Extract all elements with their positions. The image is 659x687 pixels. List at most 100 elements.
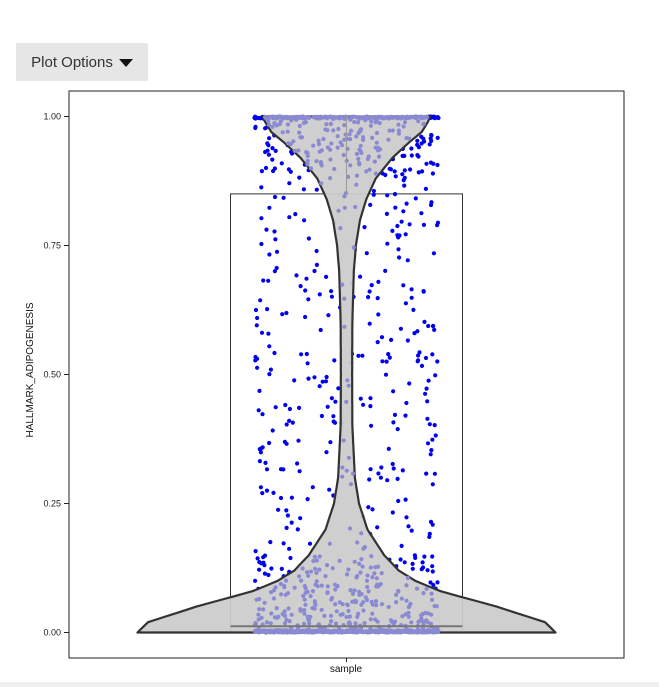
data-point: [376, 279, 381, 284]
data-point: [373, 120, 378, 125]
data-point: [316, 138, 321, 143]
data-point: [370, 135, 375, 140]
data-point: [403, 497, 408, 502]
data-point: [300, 114, 305, 119]
data-point: [367, 167, 372, 172]
data-point: [286, 606, 291, 611]
data-point: [372, 115, 377, 121]
data-point: [325, 590, 330, 595]
data-point: [431, 582, 436, 588]
data-point: [325, 584, 330, 589]
data-point: [368, 565, 373, 570]
data-point: [254, 323, 259, 328]
data-point: [259, 446, 264, 451]
data-point: [435, 223, 440, 228]
data-point: [253, 620, 258, 626]
data-point: [370, 611, 375, 616]
data-point: [366, 505, 371, 510]
data-point: [428, 160, 434, 165]
plot-options-button[interactable]: Plot Options: [16, 43, 148, 81]
data-point: [338, 612, 343, 617]
data-point: [329, 597, 334, 602]
data-point: [396, 247, 401, 252]
data-point: [301, 120, 306, 126]
data-point: [336, 208, 341, 213]
data-point: [358, 396, 363, 401]
data-point: [409, 146, 414, 151]
data-point: [379, 602, 385, 607]
data-point: [288, 555, 293, 561]
data-point: [317, 292, 322, 297]
data-point: [305, 158, 310, 163]
data-point: [401, 283, 406, 288]
data-point: [400, 614, 405, 619]
data-point: [424, 161, 429, 166]
data-point: [342, 123, 347, 128]
data-point: [271, 168, 276, 174]
data-point: [280, 130, 285, 135]
data-point: [274, 249, 280, 254]
data-point: [379, 465, 384, 470]
data-point: [401, 124, 406, 129]
data-point: [258, 450, 263, 455]
data-point: [340, 602, 345, 607]
data-point: [255, 315, 260, 321]
data-point: [370, 575, 375, 580]
data-point: [370, 602, 375, 607]
data-point: [435, 359, 440, 364]
data-point: [313, 602, 318, 608]
violin-shape: [136, 115, 557, 634]
data-point: [357, 162, 362, 167]
data-point: [342, 324, 347, 329]
data-point: [278, 119, 283, 124]
data-point: [390, 461, 395, 467]
data-point: [285, 122, 290, 127]
data-point: [330, 566, 335, 571]
data-point: [409, 295, 414, 300]
data-point: [257, 459, 262, 464]
data-point: [266, 572, 271, 578]
data-point: [255, 556, 260, 561]
data-point: [285, 513, 290, 518]
data-point: [377, 583, 382, 588]
data-point: [357, 116, 362, 121]
data-point: [319, 181, 324, 186]
data-point: [410, 561, 415, 567]
data-point: [294, 273, 299, 278]
data-point: [257, 567, 262, 572]
data-point: [340, 465, 345, 470]
data-point: [395, 476, 400, 481]
data-point: [272, 229, 277, 234]
data-point: [304, 628, 309, 633]
data-point: [278, 581, 283, 587]
data-point: [340, 630, 345, 635]
data-point: [382, 116, 387, 121]
data-point: [258, 298, 263, 303]
data-point: [314, 187, 319, 192]
data-point: [310, 485, 315, 490]
data-point: [301, 593, 306, 599]
data-point: [304, 276, 309, 281]
data-point: [431, 324, 436, 329]
data-point: [328, 157, 333, 162]
data-point: [410, 566, 415, 571]
data-point: [426, 378, 431, 383]
data-point: [430, 482, 435, 487]
data-point: [364, 629, 369, 635]
data-point: [419, 613, 424, 618]
data-point: [361, 546, 366, 551]
data-point: [404, 598, 409, 603]
data-point: [352, 598, 357, 604]
data-point: [356, 353, 361, 358]
data-point: [344, 614, 349, 620]
data-point: [361, 137, 366, 142]
data-point: [366, 589, 371, 594]
data-point: [314, 570, 319, 576]
data-point: [305, 497, 310, 502]
data-point: [284, 310, 289, 316]
data-point: [336, 126, 341, 132]
data-point: [342, 205, 347, 210]
data-point: [288, 629, 293, 634]
data-point: [273, 237, 278, 242]
data-point: [420, 560, 425, 565]
